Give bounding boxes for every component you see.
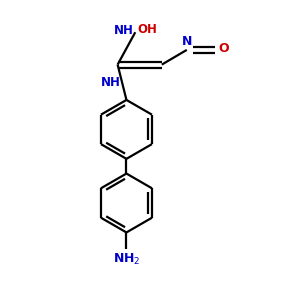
- Text: OH: OH: [138, 23, 158, 36]
- Text: N: N: [182, 35, 192, 48]
- Text: NH: NH: [101, 76, 121, 89]
- Text: O: O: [219, 42, 229, 55]
- Text: NH$_2$: NH$_2$: [113, 252, 140, 267]
- Text: NH: NH: [114, 24, 134, 37]
